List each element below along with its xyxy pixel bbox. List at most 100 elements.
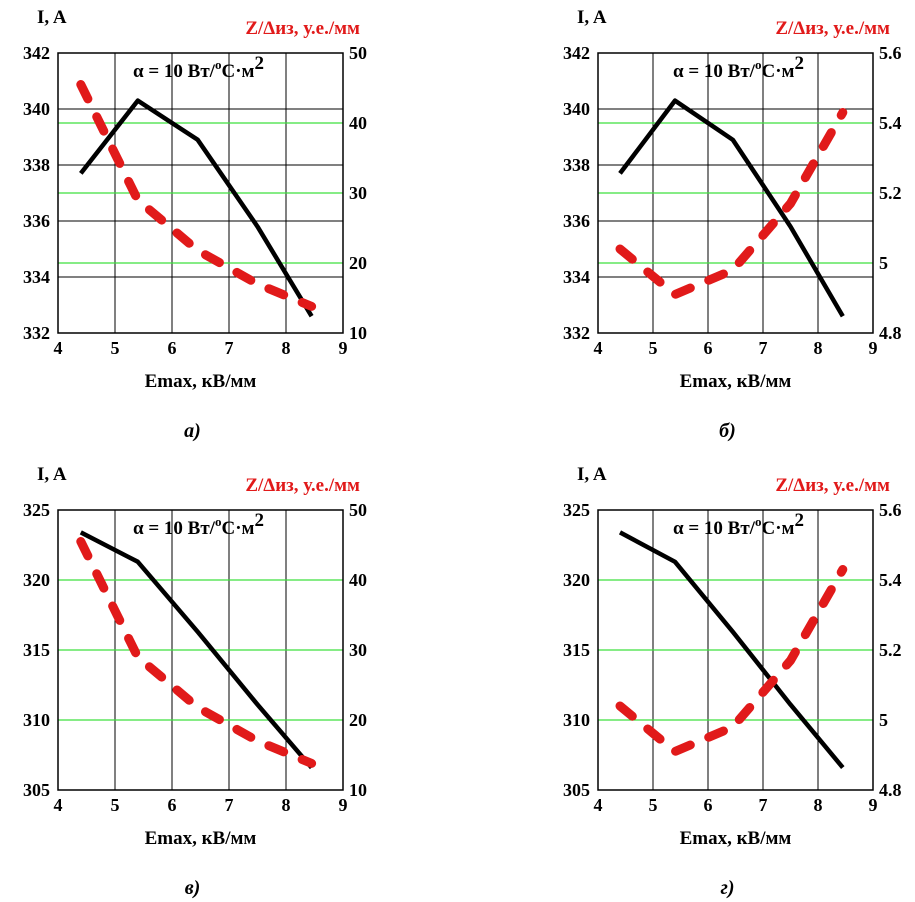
y-right-tick-label: 5	[879, 710, 888, 730]
y-left-tick-label: 320	[23, 570, 50, 590]
y-left-axis-label: I, A	[577, 464, 607, 485]
y-right-axis-label: Z/Δиз, у.е./мм	[775, 18, 890, 39]
panel-caption: б)	[719, 420, 736, 442]
x-tick-label: 9	[869, 338, 878, 358]
x-tick-label: 4	[594, 795, 603, 815]
annotation: α = 10 Вт/oС·м2	[133, 53, 264, 82]
x-tick-label: 4	[594, 338, 603, 358]
x-tick-label: 9	[869, 795, 878, 815]
y-left-tick-label: 320	[563, 570, 590, 590]
y-right-axis-label: Z/Δиз, у.е./мм	[775, 475, 890, 496]
y-left-axis-label: I, A	[577, 7, 607, 28]
x-tick-label: 4	[54, 795, 63, 815]
y-left-tick-label: 305	[563, 780, 590, 800]
x-tick-label: 5	[111, 795, 120, 815]
y-left-tick-label: 315	[23, 640, 50, 660]
series-line-ratio	[615, 108, 848, 299]
y-left-axis-label: I, A	[37, 464, 67, 485]
x-tick-label: 5	[649, 338, 658, 358]
x-tick-label: 7	[225, 795, 234, 815]
y-right-axis-label: Z/Δиз, у.е./мм	[245, 475, 360, 496]
annotation: α = 10 Вт/oС·м2	[673, 510, 804, 539]
x-axis-label: Emax, кВ/мм	[145, 828, 257, 849]
plot-frame	[597, 509, 874, 791]
series-line-ratio	[76, 537, 317, 768]
panel-caption: г)	[720, 877, 734, 899]
y-left-tick-label: 332	[23, 323, 50, 343]
x-tick-label: 7	[759, 795, 768, 815]
x-tick-label: 6	[704, 338, 713, 358]
x-tick-label: 8	[814, 338, 823, 358]
series-line-current	[618, 98, 845, 318]
x-tick-label: 7	[225, 338, 234, 358]
x-tick-label: 4	[54, 338, 63, 358]
panel-caption: а)	[184, 420, 201, 442]
series-line-ratio	[76, 80, 317, 311]
y-right-tick-label: 50	[349, 43, 367, 63]
y-left-tick-label: 334	[23, 267, 50, 287]
y-right-tick-label: 10	[349, 323, 367, 343]
y-left-tick-label: 310	[563, 710, 590, 730]
y-left-tick-label: 305	[23, 780, 50, 800]
y-right-tick-label: 5	[879, 253, 888, 273]
x-tick-label: 8	[814, 795, 823, 815]
x-tick-label: 6	[168, 338, 177, 358]
y-left-tick-label: 315	[563, 640, 590, 660]
series-line-ratio	[615, 565, 848, 756]
chart-panel-2: 4 5 6 7 8 9 332 334 336 338 340 342 4.8 5 5.2 5.4 5.6 I, …	[563, 7, 902, 442]
plot-frame	[597, 52, 874, 334]
chart-panel-4: 4 5 6 7 8 9 305 310 315 320 325 4.8 5 5.2 5.4 5.6 I, A Z/…	[563, 464, 902, 899]
annotation: α = 10 Вт/oС·м2	[673, 53, 804, 82]
y-right-tick-label: 10	[349, 780, 367, 800]
y-left-tick-label: 310	[23, 710, 50, 730]
y-left-tick-label: 325	[563, 500, 590, 520]
panel-caption: в)	[185, 877, 201, 899]
y-left-tick-label: 334	[563, 267, 590, 287]
y-right-tick-label: 40	[349, 113, 367, 133]
series-line-current	[79, 530, 314, 770]
y-right-tick-label: 5.6	[879, 43, 902, 63]
x-axis-label: Emax, кВ/мм	[680, 371, 792, 392]
y-left-tick-label: 340	[23, 99, 50, 119]
y-right-tick-label: 50	[349, 500, 367, 520]
y-right-axis-label: Z/Δиз, у.е./мм	[245, 18, 360, 39]
y-right-tick-label: 5.6	[879, 500, 902, 520]
y-left-tick-label: 342	[563, 43, 590, 63]
series-line-current	[618, 530, 845, 770]
x-tick-label: 8	[282, 795, 291, 815]
x-tick-label: 5	[649, 795, 658, 815]
plot-frame	[57, 509, 344, 791]
series-line-current	[79, 98, 314, 318]
y-left-tick-label: 338	[563, 155, 590, 175]
y-left-tick-label: 338	[23, 155, 50, 175]
y-left-tick-label: 332	[563, 323, 590, 343]
y-left-tick-label: 325	[23, 500, 50, 520]
x-tick-label: 9	[339, 795, 348, 815]
y-right-tick-label: 30	[349, 183, 367, 203]
chart-panel-3: 4 5 6 7 8 9 305 310 315 320 325 10 20 30 40 50 I, A Z/Δиз…	[23, 464, 367, 899]
y-right-tick-label: 20	[349, 253, 367, 273]
x-axis-label: Emax, кВ/мм	[145, 371, 257, 392]
y-left-tick-label: 336	[563, 211, 590, 231]
x-tick-label: 5	[111, 338, 120, 358]
y-left-tick-label: 340	[563, 99, 590, 119]
y-right-tick-label: 20	[349, 710, 367, 730]
y-right-tick-label: 5.2	[879, 183, 902, 203]
x-tick-label: 8	[282, 338, 291, 358]
x-tick-label: 7	[759, 338, 768, 358]
y-left-tick-label: 336	[23, 211, 50, 231]
y-right-tick-label: 5.2	[879, 640, 902, 660]
y-left-tick-label: 342	[23, 43, 50, 63]
y-right-tick-label: 5.4	[879, 570, 902, 590]
y-left-axis-label: I, A	[37, 7, 67, 28]
y-right-tick-label: 4.8	[879, 780, 902, 800]
chart-panel-1: 4 5 6 7 8 9 332 334 336 338 340 342 10 20 30 40 50 I, A Z/…	[23, 7, 367, 442]
y-right-tick-label: 5.4	[879, 113, 902, 133]
y-right-tick-label: 30	[349, 640, 367, 660]
x-tick-label: 9	[339, 338, 348, 358]
x-axis-label: Emax, кВ/мм	[680, 828, 792, 849]
y-right-tick-label: 4.8	[879, 323, 902, 343]
y-right-tick-label: 40	[349, 570, 367, 590]
plot-frame	[57, 52, 344, 334]
